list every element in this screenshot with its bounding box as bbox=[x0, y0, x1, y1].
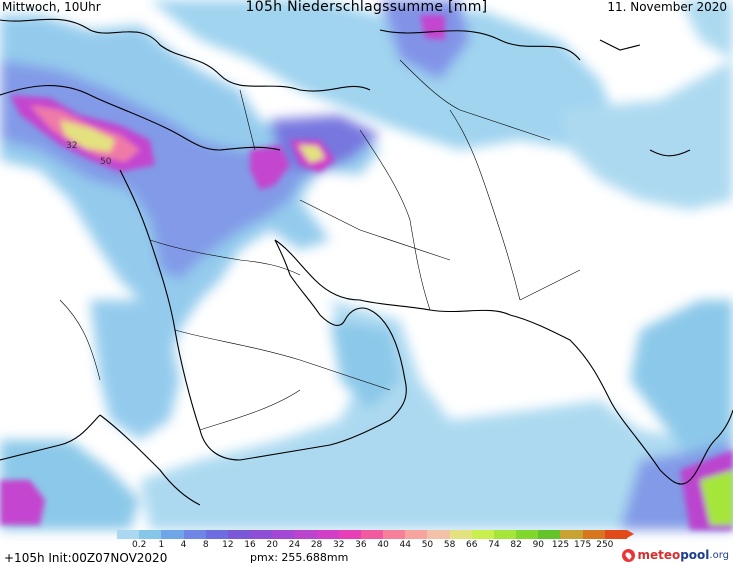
legend-swatch bbox=[161, 530, 184, 539]
map-title: 105h Niederschlagssumme [mm] bbox=[245, 0, 488, 15]
precip-max: pmx: 255.688mm bbox=[250, 551, 349, 564]
legend-label: 4 bbox=[180, 540, 187, 550]
legend-label: 28 bbox=[310, 540, 323, 550]
legend-labels: 0.2 1 4 8 12 16 20 24 28 32 36 40 44 50 58 66 74 82 90 125 1… bbox=[117, 540, 627, 552]
init-time: +105h Init:00Z07NOV2020 bbox=[4, 551, 168, 565]
legend-swatch bbox=[139, 530, 162, 539]
legend-swatch bbox=[250, 530, 273, 539]
legend-label: 12 bbox=[222, 540, 234, 550]
legend-swatch bbox=[582, 530, 605, 539]
legend-arrow-icon bbox=[627, 530, 634, 538]
legend-label: 82 bbox=[510, 540, 522, 550]
legend-label: 40 bbox=[377, 540, 389, 550]
legend-label: 125 bbox=[551, 540, 570, 550]
legend-label: 44 bbox=[399, 540, 411, 550]
legend-label: 74 bbox=[488, 540, 500, 550]
coastlines bbox=[0, 18, 733, 506]
legend-label: 20 bbox=[266, 540, 278, 550]
map-label-32: 32 bbox=[66, 141, 77, 151]
legend-swatch bbox=[538, 530, 561, 539]
legend-swatch bbox=[294, 530, 317, 539]
legend-label: 36 bbox=[355, 540, 367, 550]
legend-label: 8 bbox=[202, 540, 209, 550]
legend-label: 50 bbox=[421, 540, 434, 550]
legend-swatch bbox=[338, 530, 361, 539]
brand-text-org: .org bbox=[709, 549, 729, 561]
legend-swatch bbox=[427, 530, 450, 539]
legend-label: 32 bbox=[333, 540, 345, 550]
forecast-date: 11. November 2020 bbox=[607, 0, 727, 14]
forecast-time: Mittwoch, 10Uhr bbox=[2, 0, 101, 14]
legend-swatch bbox=[316, 530, 339, 539]
meteopool-logo: meteo pool .org bbox=[622, 548, 729, 562]
legend-swatch bbox=[117, 530, 140, 539]
brand-text-meteo: meteo bbox=[637, 548, 681, 562]
legend-swatch bbox=[183, 530, 206, 539]
legend-label: 58 bbox=[443, 540, 456, 550]
color-legend bbox=[117, 530, 627, 539]
legend-swatch bbox=[560, 530, 583, 539]
legend-label: 0.2 bbox=[132, 540, 147, 550]
location-pin-icon bbox=[622, 548, 636, 562]
legend-label: 16 bbox=[244, 540, 256, 550]
legend-label: 24 bbox=[288, 540, 301, 550]
legend-swatch bbox=[405, 530, 428, 539]
map-label-50: 50 bbox=[100, 157, 112, 167]
legend-label: 66 bbox=[466, 540, 478, 550]
legend-label: 175 bbox=[574, 540, 592, 550]
legend-swatch bbox=[449, 530, 472, 539]
legend-label: 90 bbox=[532, 540, 545, 550]
legend-swatch bbox=[360, 530, 384, 539]
legend-swatch bbox=[205, 530, 228, 539]
legend-swatch bbox=[604, 530, 627, 539]
map-value-labels: 32 50 bbox=[66, 141, 112, 167]
legend-label: 250 bbox=[596, 540, 614, 550]
legend-swatch bbox=[493, 530, 517, 539]
legend-swatch bbox=[272, 530, 295, 539]
legend-swatch bbox=[383, 530, 406, 539]
country-borders bbox=[59, 59, 581, 431]
legend-swatch bbox=[227, 530, 251, 539]
brand-text-pool: pool bbox=[680, 548, 710, 562]
legend-swatch bbox=[516, 530, 539, 539]
precipitation-field bbox=[0, 0, 733, 530]
legend-label: 1 bbox=[158, 540, 165, 550]
legend-swatch bbox=[471, 530, 494, 539]
